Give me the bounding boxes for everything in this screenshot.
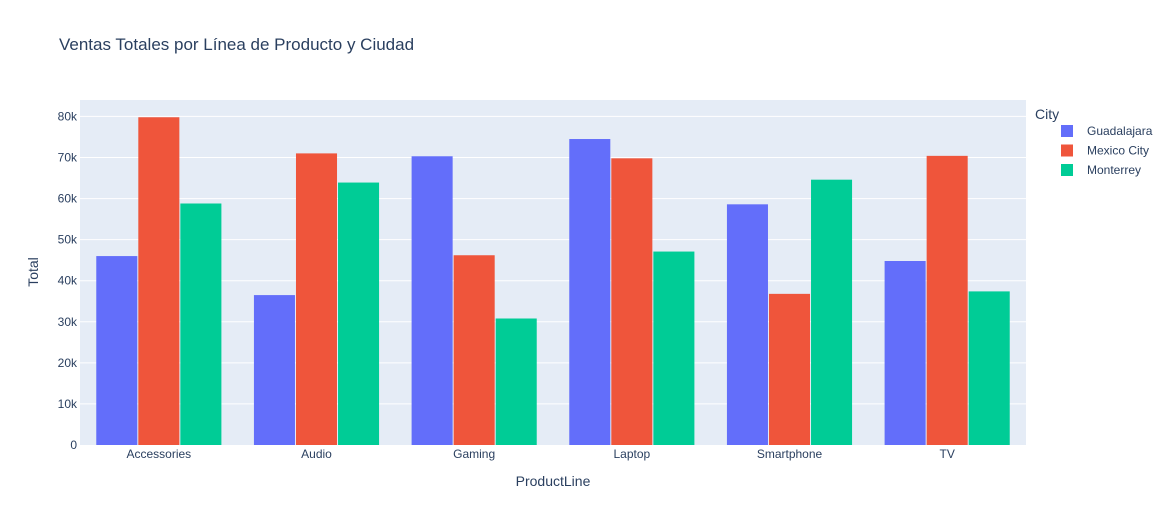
x-tick-label: Gaming <box>453 447 495 461</box>
y-axis-ticks: 0 10k 20k 30k 40k 50k 60k 70k 80k <box>58 109 78 452</box>
bar-guadalajara-accessories[interactable] <box>96 256 138 445</box>
bar-mexico-city-tv[interactable] <box>926 155 968 445</box>
y-tick-label: 30k <box>58 315 78 329</box>
legend-item-label[interactable]: Monterrey <box>1087 163 1141 177</box>
legend-title: City <box>1035 106 1059 122</box>
x-tick-label: Laptop <box>613 447 650 461</box>
gridlines <box>80 115 1026 405</box>
y-tick-label: 0 <box>70 438 77 452</box>
bar-guadalajara-gaming[interactable] <box>411 156 453 445</box>
legend[interactable]: Guadalajara Mexico City Monterrey <box>1061 124 1153 177</box>
bar-monterrey-laptop[interactable] <box>653 251 695 445</box>
chart-title: Ventas Totales por Línea de Producto y C… <box>59 35 414 54</box>
bar-monterrey-accessories[interactable] <box>180 203 222 446</box>
x-tick-label: TV <box>939 447 954 461</box>
bar-guadalajara-tv[interactable] <box>884 261 926 445</box>
bar-monterrey-tv[interactable] <box>968 291 1010 445</box>
bar-monterrey-smartphone[interactable] <box>811 179 853 445</box>
x-tick-label: Audio <box>301 447 332 461</box>
bar-mexico-city-audio[interactable] <box>295 153 338 445</box>
bar-mexico-city-gaming[interactable] <box>453 255 495 445</box>
y-tick-label: 50k <box>58 233 78 247</box>
bar-monterrey-audio[interactable] <box>338 182 380 445</box>
y-tick-label: 70k <box>58 151 78 165</box>
legend-swatch[interactable] <box>1061 144 1073 157</box>
y-tick-label: 40k <box>58 274 78 288</box>
x-axis-ticks: Accessories Audio Gaming Laptop Smartphone TV <box>126 447 954 461</box>
y-tick-label: 10k <box>58 397 78 411</box>
legend-item-label[interactable]: Mexico City <box>1087 144 1149 158</box>
x-axis-label: ProductLine <box>516 473 591 489</box>
x-tick-label: Smartphone <box>757 447 823 461</box>
bars <box>96 117 1010 446</box>
legend-swatch[interactable] <box>1061 164 1073 176</box>
x-tick-label: Accessories <box>126 447 191 461</box>
y-axis-label: Total <box>25 257 41 287</box>
bar-guadalajara-audio[interactable] <box>253 295 295 445</box>
bar-monterrey-gaming[interactable] <box>495 318 537 446</box>
bar-guadalajara-smartphone[interactable] <box>726 204 768 445</box>
legend-item-label[interactable]: Guadalajara <box>1087 124 1153 138</box>
y-tick-label: 80k <box>58 109 78 123</box>
y-tick-label: 20k <box>58 356 78 370</box>
bar-guadalajara-laptop[interactable] <box>569 139 611 445</box>
bar-mexico-city-smartphone[interactable] <box>768 293 811 445</box>
y-tick-label: 60k <box>58 192 78 206</box>
legend-swatch[interactable] <box>1061 125 1073 137</box>
bar-mexico-city-accessories[interactable] <box>138 117 180 445</box>
plot-area <box>80 100 1026 445</box>
bar-mexico-city-laptop[interactable] <box>611 158 653 446</box>
